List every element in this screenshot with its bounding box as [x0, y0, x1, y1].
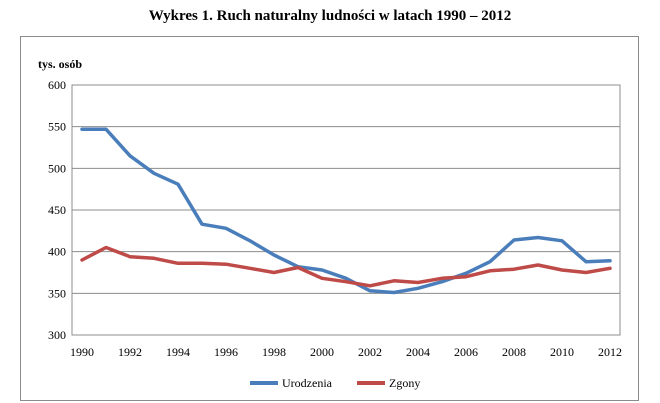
y-tick-550: 550 — [48, 120, 66, 134]
x-tick-1994: 1994 — [166, 345, 190, 359]
legend: Urodzenia Zgony — [250, 376, 420, 390]
grid-lines — [72, 84, 620, 336]
y-tick-500: 500 — [48, 161, 66, 175]
x-tick-1992: 1992 — [118, 345, 142, 359]
x-tick-labels: 1990 1992 1994 1996 1998 2000 2002 2004 2006 2008… — [70, 345, 622, 359]
y-tick-450: 450 — [48, 203, 66, 217]
y-tick-350: 350 — [48, 286, 66, 300]
series-lines — [80, 127, 612, 295]
x-tick-1990: 1990 — [70, 345, 94, 359]
x-tick-2006: 2006 — [454, 345, 478, 359]
y-tick-600: 600 — [48, 78, 66, 92]
y-tick-400: 400 — [48, 245, 66, 259]
y-tick-labels: 300 350 400 450 500 550 600 — [48, 78, 66, 342]
chart-frame — [20, 36, 639, 401]
y-axis-label: tys. osób — [38, 57, 82, 71]
x-tick-1998: 1998 — [262, 345, 286, 359]
series-line-urodzenia — [80, 127, 612, 295]
x-tick-2010: 2010 — [550, 345, 574, 359]
chart-title: Wykres 1. Ruch naturalny ludności w lata… — [148, 8, 512, 24]
y-tick-300: 300 — [48, 328, 66, 342]
x-tick-2008: 2008 — [502, 345, 526, 359]
x-tick-2002: 2002 — [358, 345, 382, 359]
x-tick-2004: 2004 — [406, 345, 430, 359]
x-tick-2012: 2012 — [598, 345, 622, 359]
legend-label-zgony: Zgony — [389, 376, 420, 390]
legend-label-urodzenia: Urodzenia — [282, 376, 333, 390]
x-tick-1996: 1996 — [214, 345, 238, 359]
x-tick-2000: 2000 — [310, 345, 334, 359]
series-line-zgony — [80, 245, 612, 288]
